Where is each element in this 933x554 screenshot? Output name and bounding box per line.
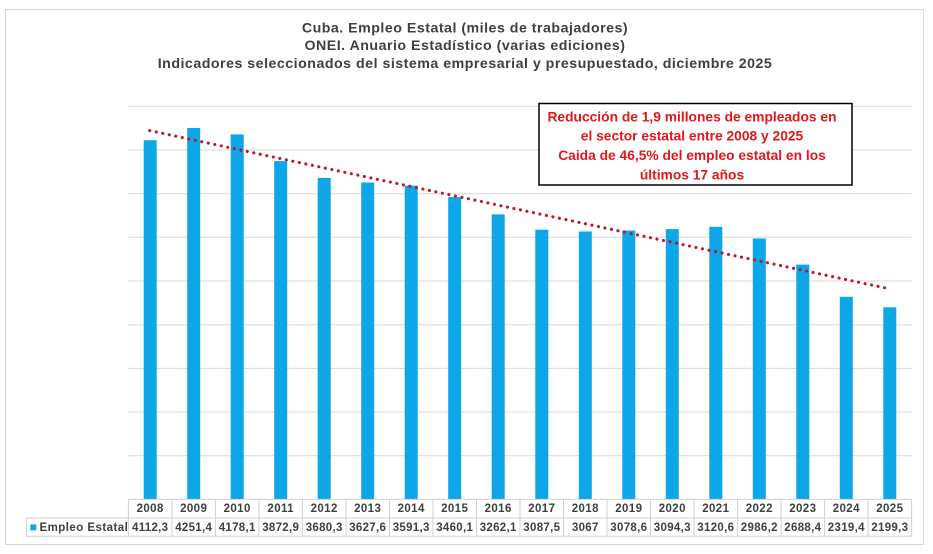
svg-text:2015: 2015 bbox=[441, 503, 468, 515]
svg-text:3627,6: 3627,6 bbox=[349, 522, 386, 534]
svg-text:3067: 3067 bbox=[572, 522, 599, 534]
svg-text:2011: 2011 bbox=[267, 503, 294, 515]
svg-text:2022: 2022 bbox=[746, 503, 773, 515]
svg-text:4112,3: 4112,3 bbox=[132, 522, 168, 534]
svg-text:3872,9: 3872,9 bbox=[262, 522, 299, 534]
svg-text:Indicadores seleccionados del: Indicadores seleccionados del sistema em… bbox=[158, 56, 773, 72]
svg-text:3680,3: 3680,3 bbox=[306, 522, 343, 534]
svg-text:Empleo Estatal: Empleo Estatal bbox=[40, 522, 129, 534]
svg-text:2024: 2024 bbox=[833, 503, 860, 515]
svg-text:3120,6: 3120,6 bbox=[697, 522, 734, 534]
svg-text:2025: 2025 bbox=[876, 503, 903, 515]
svg-text:2010: 2010 bbox=[224, 503, 251, 515]
svg-text:2020: 2020 bbox=[659, 503, 686, 515]
svg-text:4178,1: 4178,1 bbox=[219, 522, 256, 534]
svg-text:2688,4: 2688,4 bbox=[784, 522, 821, 534]
svg-text:Cuba. Empleo Estatal (miles de: Cuba. Empleo Estatal (miles de trabajado… bbox=[302, 21, 628, 37]
svg-text:ONEI. Anuario Estadístico (var: ONEI. Anuario Estadístico (varias edicio… bbox=[304, 38, 625, 54]
svg-text:Caida de 46,5% del empleo esta: Caida de 46,5% del empleo estatal en los bbox=[558, 148, 826, 163]
svg-text:2017: 2017 bbox=[528, 503, 555, 515]
svg-text:2016: 2016 bbox=[485, 503, 512, 515]
svg-text:2012: 2012 bbox=[311, 503, 338, 515]
svg-text:4251,4: 4251,4 bbox=[175, 522, 212, 534]
svg-text:2986,2: 2986,2 bbox=[741, 522, 778, 534]
svg-text:últimos 17 años: últimos 17 años bbox=[640, 168, 745, 183]
svg-text:el sector estatal entre 2008 y: el sector estatal entre 2008 y 2025 bbox=[581, 129, 804, 144]
svg-text:3087,5: 3087,5 bbox=[523, 522, 560, 534]
svg-text:2018: 2018 bbox=[572, 503, 599, 515]
svg-text:3078,6: 3078,6 bbox=[610, 522, 647, 534]
svg-text:2008: 2008 bbox=[137, 503, 164, 515]
svg-text:2319,4: 2319,4 bbox=[828, 522, 865, 534]
svg-text:2014: 2014 bbox=[398, 503, 425, 515]
svg-text:Reducción de 1,9 millones de e: Reducción de 1,9 millones de empleados e… bbox=[547, 109, 836, 124]
svg-text:3460,1: 3460,1 bbox=[436, 522, 473, 534]
svg-text:3591,3: 3591,3 bbox=[393, 522, 430, 534]
svg-text:2199,3: 2199,3 bbox=[871, 522, 908, 534]
svg-text:2013: 2013 bbox=[354, 503, 381, 515]
svg-text:2019: 2019 bbox=[615, 503, 642, 515]
svg-text:2023: 2023 bbox=[789, 503, 816, 515]
svg-text:2009: 2009 bbox=[180, 503, 207, 515]
svg-text:3094,3: 3094,3 bbox=[654, 522, 691, 534]
svg-text:3262,1: 3262,1 bbox=[480, 522, 517, 534]
svg-text:2021: 2021 bbox=[702, 503, 729, 515]
